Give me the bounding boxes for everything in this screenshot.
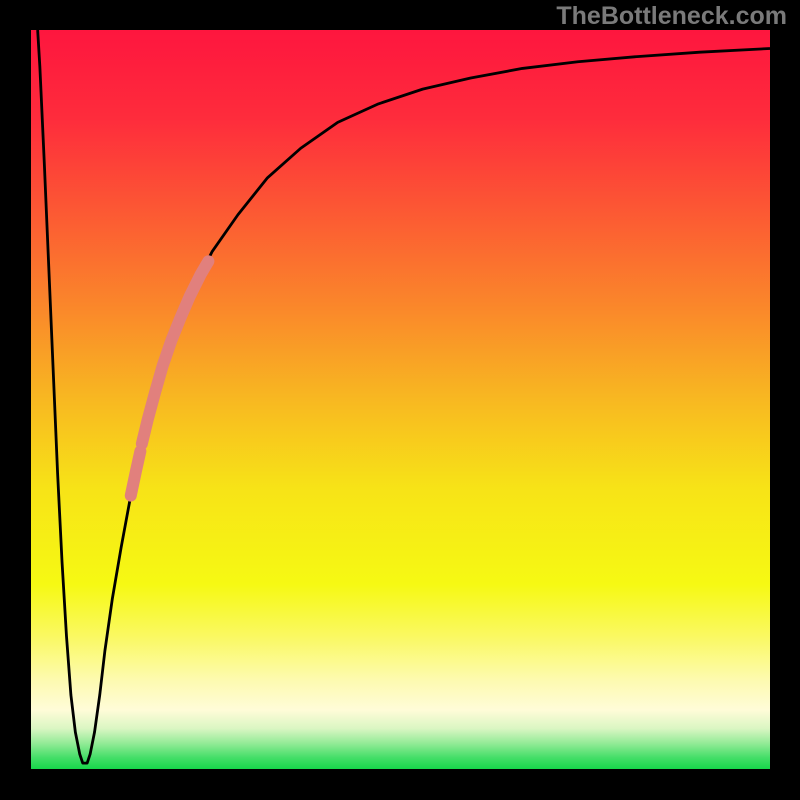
- watermark-text: TheBottleneck.com: [556, 2, 787, 31]
- curve-layer: [0, 0, 800, 800]
- bottleneck-curve: [38, 30, 770, 763]
- chart-container: TheBottleneck.com: [0, 0, 800, 800]
- highlight-segment: [131, 261, 209, 495]
